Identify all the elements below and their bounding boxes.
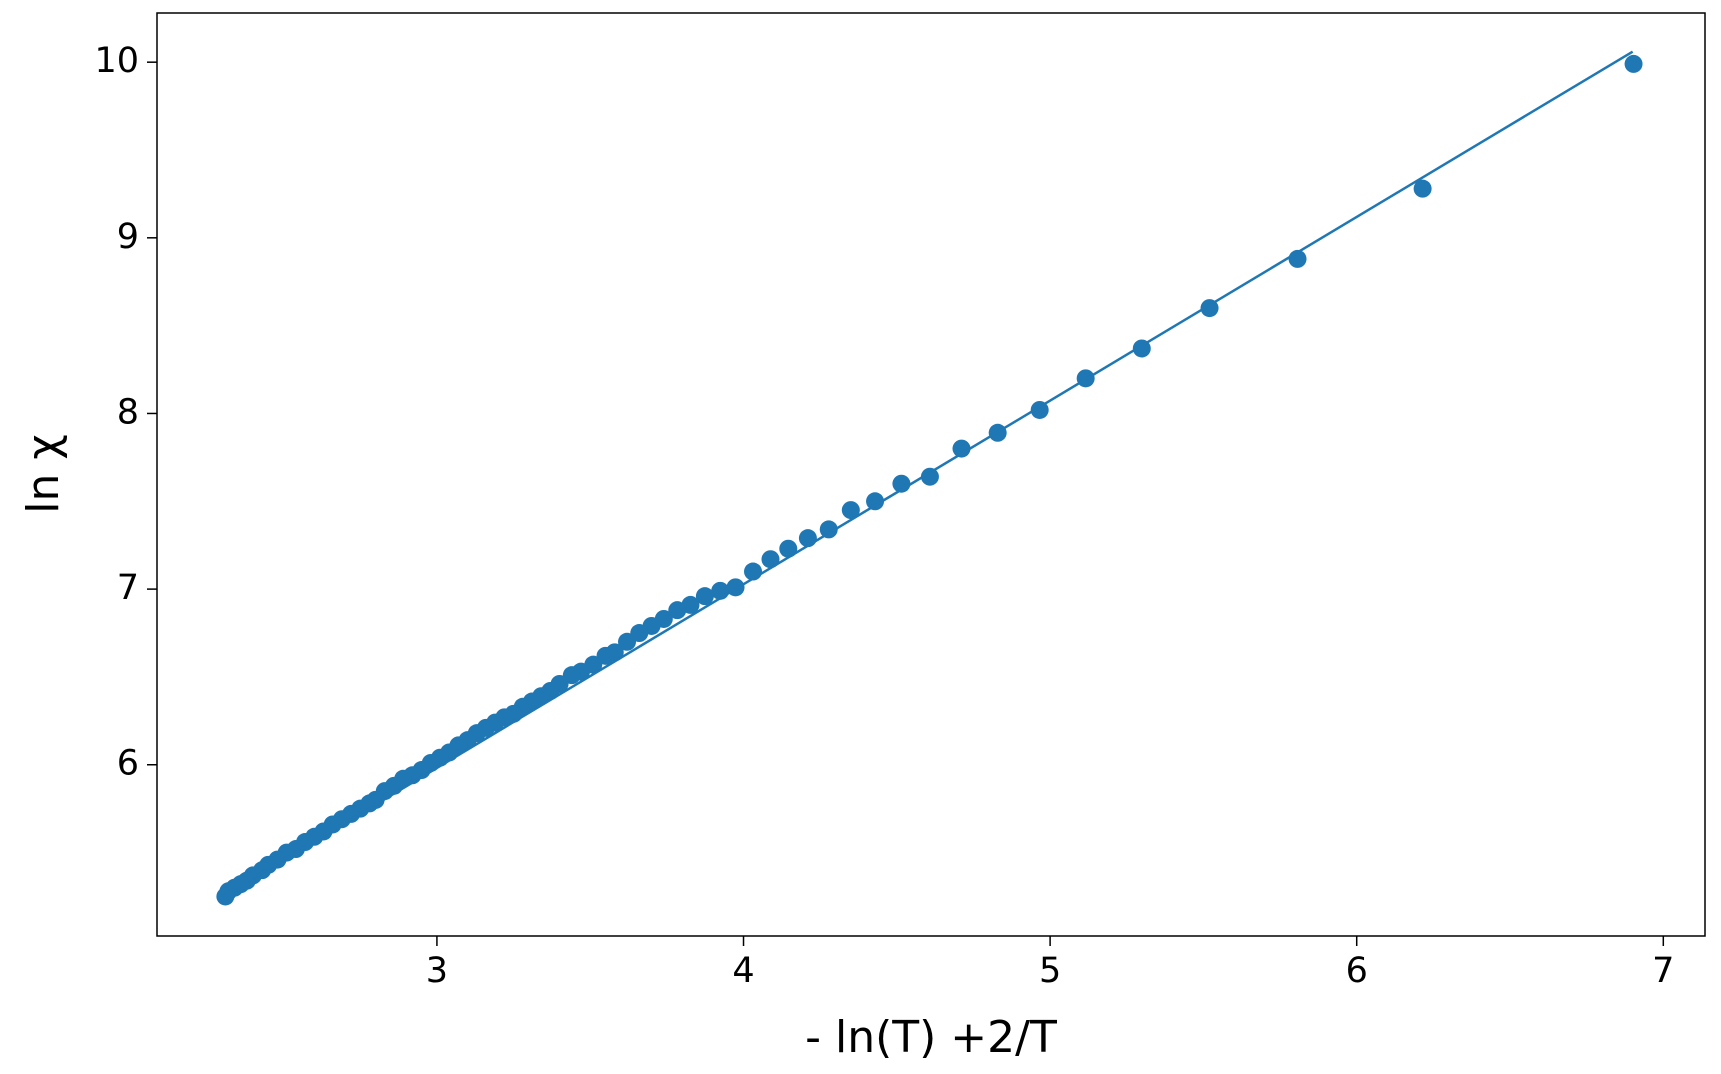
y-tick-label: 9 [117, 217, 139, 257]
data-point [819, 520, 838, 539]
data-point [618, 632, 637, 651]
x-tick-label: 6 [1346, 951, 1368, 991]
data-point [695, 587, 714, 606]
x-tick-label: 7 [1652, 951, 1674, 991]
data-point [779, 539, 798, 558]
y-tick-label: 10 [94, 41, 139, 81]
data-point [761, 550, 780, 569]
y-tick-label: 7 [117, 568, 139, 608]
data-point [920, 467, 939, 486]
y-tick-label: 6 [117, 744, 139, 784]
x-tick-label: 5 [1039, 951, 1061, 991]
y-axis-label: ln χ [18, 434, 69, 514]
x-tick-label: 4 [732, 951, 754, 991]
fit-line [221, 50, 1634, 898]
data-point [841, 501, 860, 520]
y-tick-label: 8 [117, 392, 139, 432]
data-point [1413, 179, 1432, 198]
plot-frame [156, 12, 1706, 937]
data-point [1624, 54, 1643, 73]
data-point [866, 492, 885, 511]
data-point [952, 439, 971, 458]
x-tick-label: 3 [426, 951, 448, 991]
x-axis-label: - ln(T) +2/T [805, 1012, 1057, 1063]
data-point [668, 601, 687, 620]
